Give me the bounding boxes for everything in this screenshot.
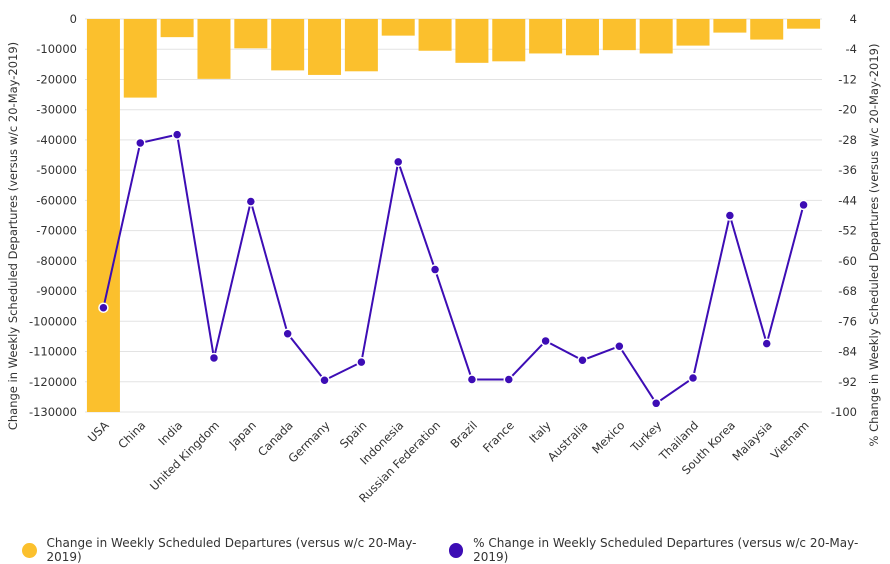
bar (713, 19, 747, 33)
bar (676, 19, 710, 46)
line-point (687, 372, 699, 384)
right-tick-label: -28 (838, 133, 857, 147)
line-point (724, 210, 736, 221)
right-tick-label: -12 (838, 72, 857, 86)
right-tick-label: -92 (838, 375, 857, 389)
x-tick-label: Vietnam (768, 418, 812, 462)
left-tick-label: -130000 (29, 405, 77, 419)
legend: Change in Weekly Scheduled Departures (v… (22, 536, 890, 564)
bar (197, 19, 231, 79)
bar (344, 19, 378, 72)
right-tick-label: -4 (846, 42, 857, 56)
bar (750, 19, 784, 40)
bar (418, 19, 452, 51)
bar (234, 19, 268, 49)
right-axis-ticks: 4 -4 -12 -20 -28 -36 -44 -52 -60 -68 -76 -84 -92 -100 (831, 12, 857, 419)
left-tick-label: -120000 (29, 375, 77, 389)
left-tick-label: -80000 (36, 254, 77, 268)
legend-item-line[interactable]: % Change in Weekly Scheduled Departures … (448, 536, 880, 564)
bar (381, 19, 415, 36)
left-axis-title: Change in Weekly Scheduled Departures (v… (6, 42, 20, 430)
line-point (135, 137, 146, 149)
left-tick-label: -50000 (36, 163, 77, 177)
x-tick-label: Mexico (589, 418, 627, 456)
line-point (245, 196, 257, 207)
left-tick-label: -100000 (29, 314, 77, 328)
x-tick-label: Spain (337, 418, 370, 451)
right-tick-label: -76 (838, 314, 857, 328)
right-tick-label: 4 (850, 12, 857, 26)
right-tick-label: -44 (838, 193, 857, 207)
bar (86, 19, 120, 412)
line-series (98, 129, 809, 409)
right-tick-label: -84 (838, 345, 857, 359)
x-tick-label: Japan (226, 418, 259, 451)
left-tick-label: -20000 (36, 72, 77, 86)
line-point (392, 156, 404, 168)
right-tick-label: -68 (838, 284, 857, 298)
legend-item-bar[interactable]: Change in Weekly Scheduled Departures (v… (22, 536, 439, 564)
right-tick-label: -20 (838, 103, 857, 117)
x-tick-label: France (480, 418, 517, 455)
x-tick-label: Australia (545, 418, 591, 464)
line-point (98, 302, 109, 313)
left-tick-label: -40000 (36, 133, 77, 147)
bar (271, 19, 305, 71)
right-tick-label: -52 (838, 224, 857, 238)
bar (639, 19, 673, 54)
left-tick-label: -30000 (36, 103, 77, 117)
bar-series (86, 19, 821, 412)
bar (529, 19, 563, 54)
line-point (614, 340, 625, 352)
line-point (466, 374, 478, 385)
line-point (171, 129, 183, 140)
x-tick-label: United Kingdom (147, 418, 222, 493)
line-point (577, 354, 588, 366)
right-axis-title: % Change in Weekly Scheduled Departures … (867, 44, 881, 447)
legend-swatch-line (448, 542, 464, 558)
line-point (650, 398, 662, 409)
legend-label-line: % Change in Weekly Scheduled Departures … (473, 536, 859, 564)
right-tick-label: -60 (838, 254, 857, 268)
bar (565, 19, 599, 56)
left-tick-label: -70000 (36, 224, 77, 238)
line-point (503, 374, 515, 385)
left-tick-label: 0 (70, 12, 77, 26)
line-point (540, 335, 551, 347)
line-point (429, 264, 441, 275)
legend-label-bar: Change in Weekly Scheduled Departures (v… (46, 536, 417, 564)
right-tick-label: -36 (838, 163, 857, 177)
line-point (208, 352, 220, 364)
left-tick-label: -90000 (36, 284, 77, 298)
line-point (798, 199, 809, 211)
bar (160, 19, 194, 38)
gridlines (85, 18, 822, 413)
line-point (319, 375, 330, 386)
x-tick-label: China (115, 418, 148, 451)
line-point (282, 328, 293, 340)
line-point (761, 338, 772, 349)
x-tick-label: India (155, 418, 185, 448)
left-axis-ticks: 0 -10000 -20000 -30000 -40000 -50000 -60000 -70… (29, 12, 77, 419)
x-tick-label: Brazil (447, 418, 480, 451)
left-tick-label: -60000 (36, 193, 77, 207)
bar (787, 19, 821, 29)
x-tick-label: Italy (526, 418, 554, 446)
bar (123, 19, 157, 98)
left-tick-label: -110000 (29, 345, 77, 359)
line-point (356, 356, 367, 368)
bar (602, 19, 636, 51)
right-tick-label: -100 (831, 405, 857, 419)
line-path (102, 133, 805, 405)
x-tick-label: Malaysia (729, 418, 774, 463)
legend-swatch-bar (22, 542, 37, 558)
left-tick-label: -10000 (36, 42, 77, 56)
bar (455, 19, 489, 63)
bar (492, 19, 526, 62)
bar (308, 19, 342, 75)
x-tick-label: USA (85, 418, 112, 445)
